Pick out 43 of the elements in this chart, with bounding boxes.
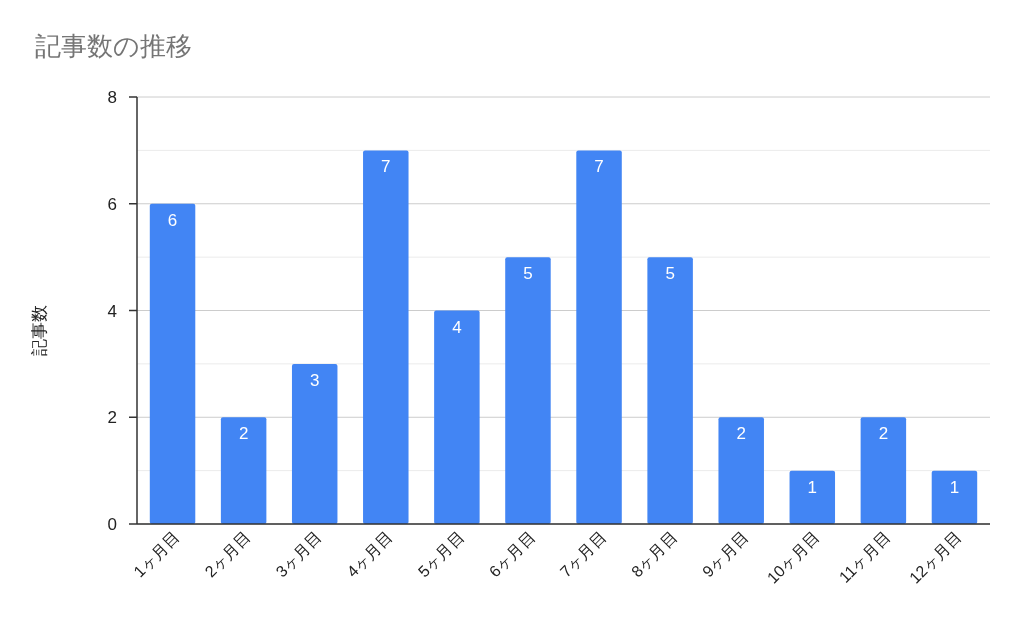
bar — [789, 470, 836, 524]
bar — [860, 417, 907, 524]
y-axis-title: 記事数 — [30, 305, 49, 356]
data-label: 2 — [878, 424, 889, 444]
data-label: 2 — [238, 424, 249, 444]
y-tick-label: 6 — [107, 194, 117, 214]
x-tick-label: 11ヶ月目 — [835, 528, 894, 586]
bar — [434, 310, 480, 524]
x-tick-label: 6ヶ月目 — [485, 528, 539, 581]
x-tick-label: 10ヶ月目 — [763, 528, 823, 587]
bar — [363, 150, 409, 524]
bar — [931, 470, 978, 524]
chart-title: 記事数の推移 — [35, 31, 192, 61]
x-tick-label: 12ヶ月目 — [906, 528, 965, 587]
x-tick-label: 5ヶ月目 — [414, 528, 467, 581]
x-tick-label: 8ヶ月目 — [627, 528, 681, 581]
data-label: 6 — [167, 210, 178, 230]
x-tick-label: 7ヶ月目 — [556, 528, 610, 581]
y-tick-label: 8 — [107, 88, 117, 107]
x-tick-label: 2ヶ月目 — [201, 528, 254, 581]
x-tick-label: 3ヶ月目 — [272, 528, 325, 581]
data-label: 7 — [594, 157, 604, 177]
data-label: 5 — [665, 264, 675, 284]
data-label: 3 — [309, 370, 320, 390]
x-tick-label: 1ヶ月目 — [130, 528, 183, 581]
y-tick-label: 2 — [107, 408, 117, 428]
data-label: 4 — [452, 317, 462, 337]
y-tick-label: 0 — [107, 515, 117, 534]
bar — [149, 203, 196, 524]
x-tick-label: 4ヶ月目 — [343, 528, 396, 581]
bar — [647, 257, 693, 524]
bar — [718, 417, 764, 524]
data-label: 5 — [523, 264, 533, 284]
bar — [220, 417, 267, 524]
data-label: 1 — [949, 477, 960, 497]
bar — [291, 363, 338, 524]
x-tick-label: 9ヶ月目 — [699, 528, 752, 581]
y-tick-label: 4 — [107, 301, 117, 321]
bar — [505, 257, 551, 524]
data-label: 2 — [736, 424, 746, 444]
bar — [576, 150, 622, 524]
data-label: 7 — [381, 157, 391, 177]
data-label: 1 — [807, 477, 818, 497]
